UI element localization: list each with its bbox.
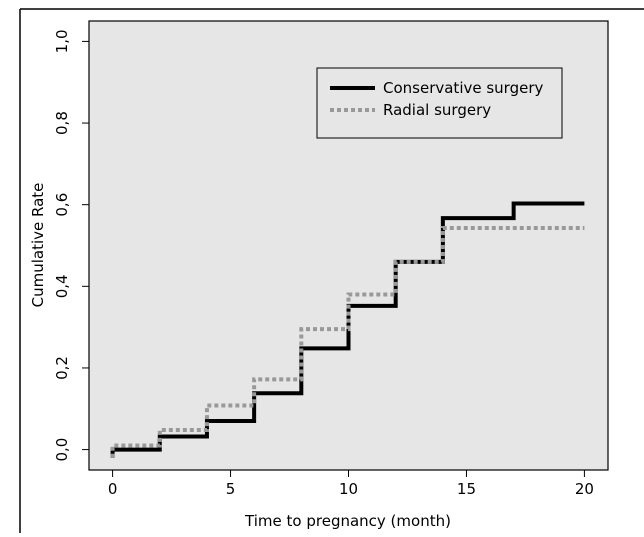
y-tick-label: 0,2 bbox=[53, 356, 71, 380]
y-tick-label: 0,6 bbox=[53, 193, 71, 217]
y-tick-label: 0,8 bbox=[53, 111, 71, 135]
legend-label-radial: Radial surgery bbox=[383, 101, 491, 119]
y-tick-label: 0,4 bbox=[53, 274, 71, 298]
x-tick-label: 20 bbox=[575, 480, 594, 498]
y-tick-label: 0,0 bbox=[53, 438, 71, 462]
legend: Conservative surgery Radial surgery bbox=[317, 68, 562, 138]
x-tick-label: 15 bbox=[457, 480, 476, 498]
legend-label-conservative: Conservative surgery bbox=[383, 79, 544, 97]
y-axis-title: Cumulative Rate bbox=[29, 183, 47, 308]
x-tick-label: 10 bbox=[339, 480, 358, 498]
y-tick-label: 1,0 bbox=[53, 29, 71, 53]
x-axis-title: Time to pregnancy (month) bbox=[244, 512, 451, 530]
x-tick-label: 5 bbox=[226, 480, 236, 498]
x-tick-label: 0 bbox=[108, 480, 118, 498]
